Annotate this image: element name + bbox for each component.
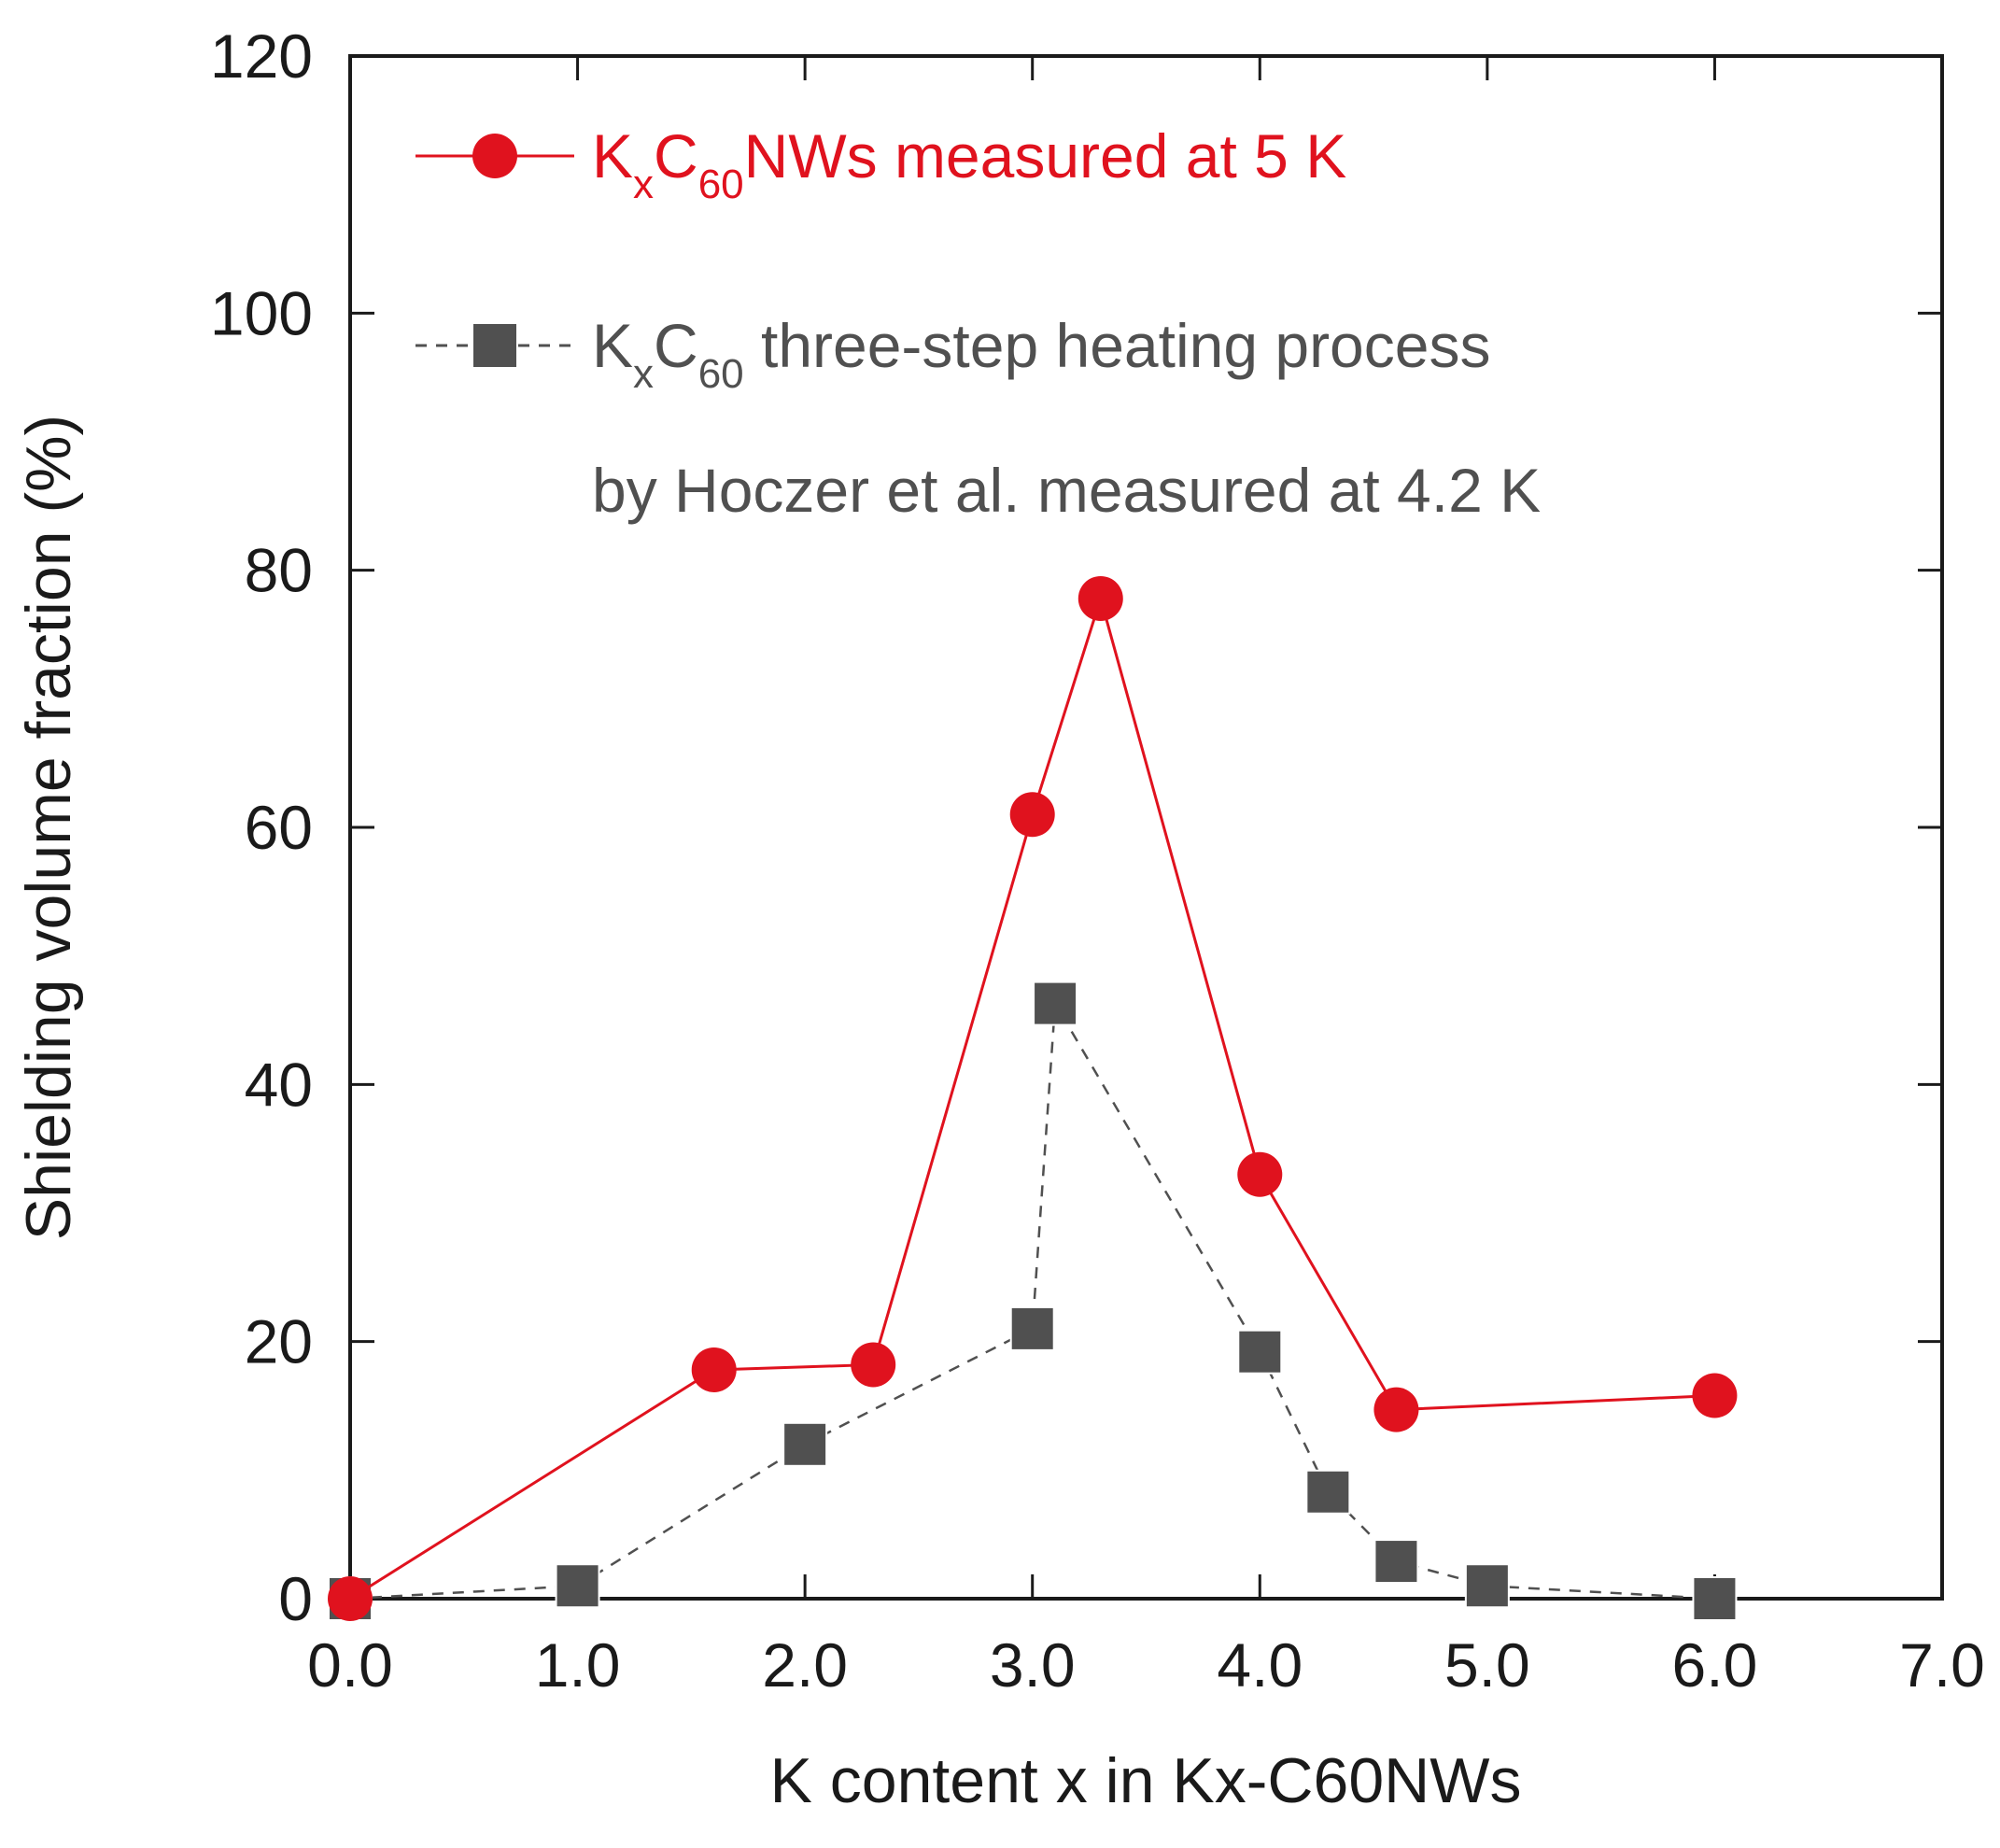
data-point (1306, 1471, 1349, 1514)
data-point (328, 1576, 373, 1621)
x-tick-label: 6.0 (1672, 1630, 1758, 1700)
legend-entry-series-1: KxC60NWs measured at 5 K (415, 121, 1346, 207)
y-tick-label: 40 (245, 1050, 313, 1119)
legend-label-sub-x: x (633, 351, 654, 397)
x-axis-title: K content x in Kx-C60NWs (770, 1745, 1522, 1816)
legend-label-rest: NWs measured at 5 K (744, 121, 1347, 190)
data-point (1374, 1540, 1417, 1583)
data-point (1693, 1577, 1736, 1620)
axis-ticks: 0.0 1.0 2.0 3.0 4.0 5.0 6.0 7.0 0 20 40 60 80 100 120 (210, 21, 1985, 1700)
y-tick-label: 0 (278, 1564, 313, 1633)
x-tick-label: 1.0 (535, 1630, 621, 1700)
data-point (1034, 982, 1077, 1025)
data-point (851, 1342, 895, 1387)
x-tick-label: 4.0 (1217, 1630, 1303, 1700)
data-point (1011, 1307, 1054, 1350)
legend-label-series-1: KxC60NWs measured at 5 K (592, 121, 1346, 207)
data-point (556, 1564, 599, 1607)
y-tick-label: 80 (245, 536, 313, 605)
series-1 (328, 576, 1737, 1621)
legend-label-rest: three-step heating process (744, 311, 1491, 380)
y-tick-label: 60 (245, 793, 313, 862)
legend-label-sub-x: x (633, 162, 654, 207)
x-tick-label: 5.0 (1444, 1630, 1530, 1700)
series-2 (329, 982, 1736, 1620)
legend-label-k: K (592, 121, 633, 190)
data-point (1373, 1388, 1418, 1432)
x-tick-label: 7.0 (1899, 1630, 1985, 1700)
data-point (1078, 576, 1123, 621)
data-point (1692, 1373, 1737, 1418)
legend-marker-circle (472, 134, 517, 178)
y-tick-label: 100 (210, 278, 313, 347)
series-layer (328, 576, 1737, 1621)
y-tick-label: 20 (245, 1307, 313, 1376)
data-point (1238, 1331, 1281, 1374)
series-2-line (350, 1004, 1714, 1599)
plot-frame (350, 56, 1942, 1599)
data-point (1237, 1152, 1282, 1197)
data-point (783, 1423, 826, 1466)
legend-label-k: K (592, 311, 633, 380)
legend-label-c: C (654, 121, 698, 190)
y-tick-label: 120 (210, 21, 313, 91)
legend-entry-series-2: KxC60 three-step heating process by Hocz… (415, 311, 1541, 525)
legend-label-c: C (654, 311, 698, 380)
chart: 0.0 1.0 2.0 3.0 4.0 5.0 6.0 7.0020406080100120 … (0, 0, 2000, 1848)
x-tick-label: 2.0 (762, 1630, 848, 1700)
legend-label-series-2: KxC60 three-step heating process (592, 311, 1490, 397)
data-point (692, 1347, 737, 1392)
legend-label-series-2-line2: by Hoczer et al. measured at 4.2 K (592, 456, 1541, 525)
data-point (1466, 1564, 1509, 1607)
y-axis-title: Shielding volume fraction (%) (13, 415, 84, 1240)
legend-label-sub-60: 60 (698, 351, 744, 397)
data-point (1010, 792, 1055, 837)
x-tick-label: 0.0 (307, 1630, 393, 1700)
series-1-line (350, 599, 1714, 1599)
legend-label-sub-60: 60 (698, 162, 744, 207)
x-tick-label: 3.0 (990, 1630, 1076, 1700)
legend: KxC60NWs measured at 5 K KxC60 three-ste… (415, 121, 1541, 525)
legend-marker-square (473, 324, 516, 367)
